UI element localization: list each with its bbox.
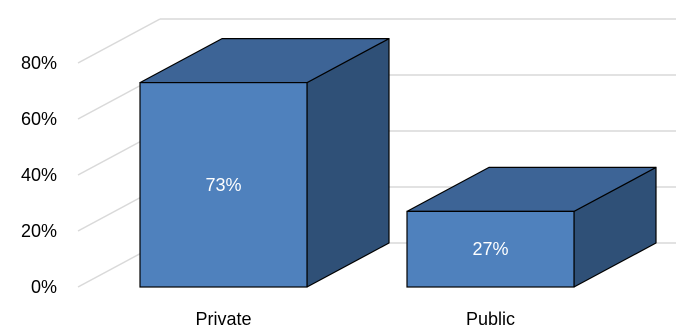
x-tick-label: Private bbox=[195, 309, 251, 329]
y-tick-label: 0% bbox=[31, 277, 57, 297]
data-label: 73% bbox=[205, 175, 241, 195]
bar: 73% bbox=[139, 37, 390, 288]
y-axis: 0% 20% 40% 60% 80% bbox=[21, 53, 57, 297]
data-label: 27% bbox=[472, 239, 508, 259]
bars: 73% 27% bbox=[139, 37, 657, 288]
y-tick-label: 80% bbox=[21, 53, 57, 73]
bar: 27% bbox=[406, 166, 657, 288]
y-tick-label: 60% bbox=[21, 109, 57, 129]
y-tick-label: 40% bbox=[21, 165, 57, 185]
y-tick-label: 20% bbox=[21, 221, 57, 241]
gridline-diagonal bbox=[77, 18, 161, 64]
bar-front-face bbox=[406, 210, 575, 288]
bar-front-face bbox=[139, 81, 308, 288]
x-axis: Private Public bbox=[195, 309, 515, 329]
x-tick-label: Public bbox=[466, 309, 515, 329]
